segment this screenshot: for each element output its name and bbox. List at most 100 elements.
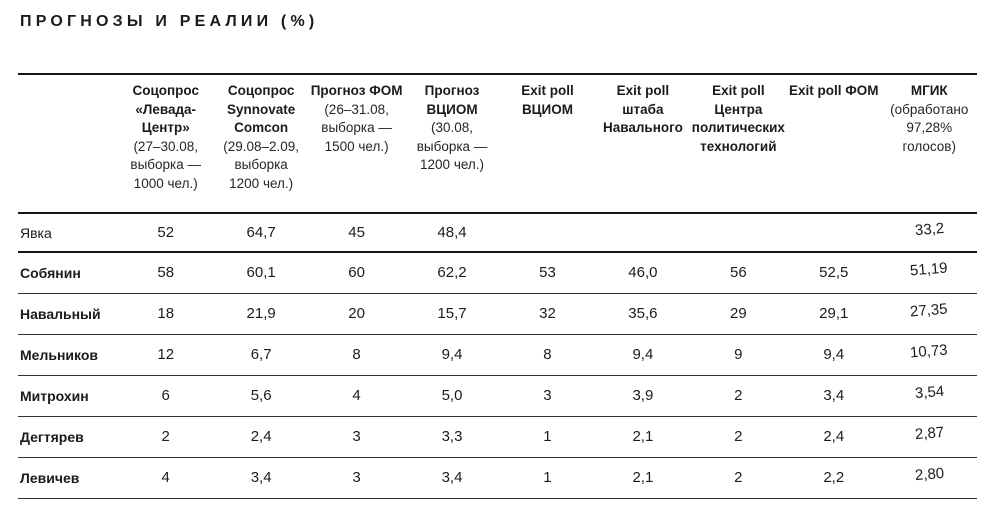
cell: 12 [157,346,175,363]
cell: 1 [543,428,552,445]
cell: 46,0 [628,264,658,282]
cell-value: 33,2 [914,219,945,240]
cell: 52 [157,224,175,241]
cell-value: 2,80 [914,464,945,485]
row-label: Явка [20,224,52,241]
row-label: Левичев [20,469,80,486]
table-row-turnout: Явка 52 64,7 45 48,4 33,2 [18,213,977,252]
column-header-exitpoll-cpt: Exit poll Центра полити­ческих технологи… [691,74,786,213]
row-label: Дегтярев [20,428,84,445]
cell: 2 [734,387,743,404]
cell: 18 [157,305,175,322]
cell: 64,7 [246,224,276,241]
cell-mgik: 51,19 [882,252,978,293]
cell: 9 [734,346,743,363]
column-title: Exit poll штаба Навального [602,83,683,135]
cell: 53 [539,264,556,282]
cell-value: 10,73 [909,341,949,362]
cell: 45 [348,224,365,241]
cell: 2 [734,428,743,445]
cell: 56 [730,264,747,282]
table-row-degtyarev: Дегтярев 2 2,4 3 3,3 1 2,1 2 2,4 2,87 [18,416,977,457]
cell: 2,1 [632,428,654,445]
cell: 2,4 [823,428,845,445]
cell-mgik: 3,54 [882,375,978,416]
table-row-sobyanin: Собянин 58 60,1 60 62,2 53 46,0 56 52,5 … [18,252,977,293]
cell: 58 [157,264,175,282]
cell: 9,4 [632,346,654,363]
cell [595,213,690,252]
column-header-exitpoll-fom: Exit poll ФОМ [786,74,881,213]
cell: 3,4 [441,469,463,486]
column-title: МГИК [910,83,948,98]
cell: 60 [348,264,365,282]
column-title: Exit poll Центра полити­ческих технологи… [691,83,785,154]
cell: 3 [352,428,361,445]
cell: 4 [352,387,361,404]
cell: 2 [161,428,170,445]
cell: 2,2 [823,469,845,486]
cell: 3 [543,387,552,404]
column-title: Exit poll ВЦИОМ [521,83,574,117]
cell: 62,2 [437,264,467,282]
column-title: Exit poll ФОМ [789,83,879,98]
cell: 2,4 [250,428,272,445]
header-row: Соцопрос «Левада-Центр» (27–30.08, выбор… [18,74,977,213]
cell: 4 [161,469,170,486]
cell: 60,1 [246,264,276,282]
column-title: Прогноз ФОМ [310,83,403,98]
cell: 1 [543,469,552,486]
cell: 3,4 [823,387,845,404]
column-subtitle: (30.08, выборка — 1200 чел.) [416,120,488,172]
column-header-mgik: МГИК (обработано 97,28% голосов) [882,74,978,213]
cell: 29 [730,305,747,322]
column-subtitle: (29.08–2.09, выборка 1200 чел.) [223,138,300,191]
cell-value: 3,54 [914,382,945,403]
column-header-fom-forecast: Прогноз ФОМ (26–31.08, выборка — 1500 че… [309,74,404,213]
cell-mgik: 2,87 [882,416,978,457]
page-title: ПРОГНОЗЫ И РЕАЛИИ (%) [20,13,319,30]
cell: 29,1 [819,305,849,322]
column-header-vciom-forecast: Прогноз ВЦИОМ (30.08, выборка — 1200 чел… [404,74,499,213]
cell: 32 [539,305,556,322]
cell: 3,4 [250,469,272,486]
cell: 20 [348,305,365,322]
cell-mgik: 33,2 [882,213,978,252]
column-header-exitpoll-vciom: Exit poll ВЦИОМ [500,74,595,213]
row-label: Мельников [20,346,98,363]
table-row-mitrokhin: Митрохин 6 5,6 4 5,0 3 3,9 2 3,4 3,54 [18,375,977,416]
cell: 48,4 [437,224,467,241]
cell: 52,5 [819,264,849,282]
column-title: Прогноз ВЦИОМ [424,83,480,117]
cell: 9,4 [441,346,463,363]
column-subtitle: (26–31.08, выборка — 1500 чел.) [321,101,392,154]
cell: 3,9 [632,387,654,404]
polls-table: Соцопрос «Левада-Центр» (27–30.08, выбор… [18,73,977,499]
cell: 3,3 [441,428,463,445]
cell-value: 51,19 [909,259,949,280]
column-subtitle: (обработано 97,28% голосов) [890,101,969,154]
cell-value: 2,87 [914,423,945,444]
column-title: Соцопрос «Левада-Центр» [132,83,199,135]
column-title: Соцопрос Synnovate Comcon [227,83,296,135]
cell: 35,6 [628,305,658,322]
cell: 15,7 [437,305,467,322]
table-row-melnikov: Мельников 12 6,7 8 9,4 8 9,4 9 9,4 10,73 [18,334,977,375]
cell: 9,4 [823,346,845,363]
cell-mgik: 10,73 [882,334,978,375]
cell: 8 [352,346,361,363]
cell-mgik: 27,35 [882,293,978,334]
column-header-synnovate: Соцопрос Synnovate Comcon (29.08–2.09, в… [213,74,308,213]
cell-mgik: 2,80 [882,457,978,498]
cell: 5,0 [441,387,463,404]
table-row-levichev: Левичев 4 3,4 3 3,4 1 2,1 2 2,2 2,80 [18,457,977,498]
row-label: Митрохин [20,387,89,404]
column-header-exitpoll-navalny-hq: Exit poll штаба Навального [595,74,690,213]
table-row-navalny: Навальный 18 21,9 20 15,7 32 35,6 29 29,… [18,293,977,334]
cell: 6,7 [250,346,272,363]
cell: 21,9 [246,305,276,322]
column-subtitle: (27–30.08, выборка — 1000 чел.) [130,138,202,191]
cell-value: 27,35 [909,300,949,321]
column-header-levada: Соцопрос «Левада-Центр» (27–30.08, выбор… [118,74,213,213]
